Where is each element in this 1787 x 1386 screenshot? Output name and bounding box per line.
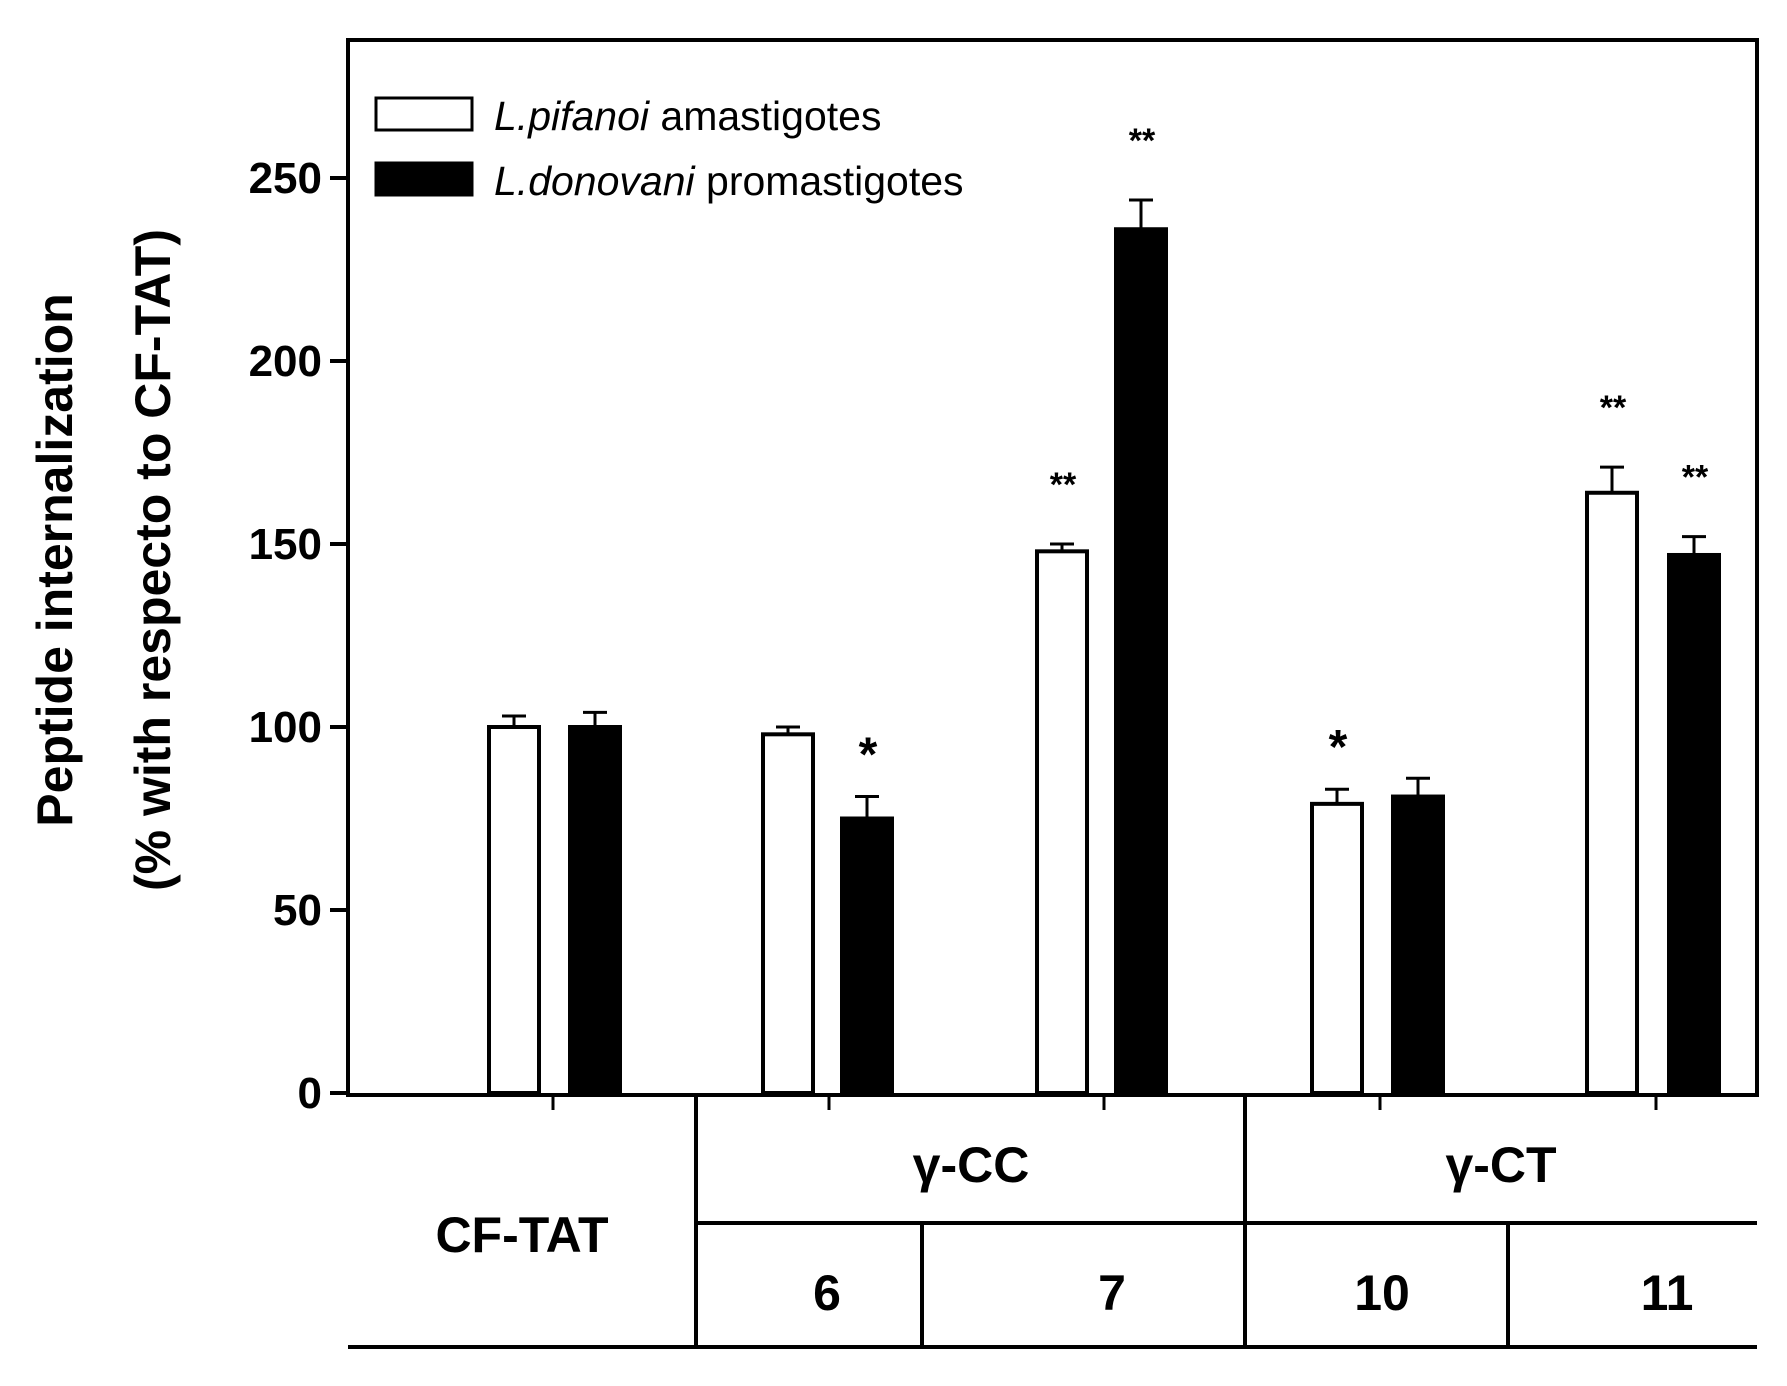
bar: [1114, 227, 1168, 1096]
category-label: 11: [1641, 1265, 1694, 1321]
significance-marker: **: [1682, 459, 1709, 497]
category-labels: CF-TAT γ-CC γ-CT 6 7 10 11: [435, 1137, 1693, 1321]
y-tick-label: 250: [249, 154, 322, 203]
y-tick-label: 100: [249, 703, 322, 752]
y-axis: 0 50 100 150 200 250: [249, 154, 348, 1118]
legend-label-black: L.donovani promastigotes: [494, 158, 964, 204]
category-group-label: γ-CT: [1445, 1137, 1556, 1193]
bar: [568, 725, 622, 1095]
bars: **********: [487, 122, 1721, 1096]
bar: [761, 732, 815, 1095]
bar: [1667, 552, 1721, 1095]
y-axis-subtitle: (% with respecto to CF-TAT): [125, 229, 181, 891]
y-tick-label: 50: [273, 886, 322, 935]
category-label: 7: [1098, 1265, 1126, 1321]
y-tick-label: 200: [249, 337, 322, 386]
significance-marker: **: [1600, 389, 1627, 427]
significance-marker: **: [1129, 122, 1156, 160]
category-label: 10: [1354, 1265, 1410, 1321]
y-tick-label: 150: [249, 520, 322, 569]
bar: [1035, 549, 1089, 1095]
category-table: [348, 1095, 1757, 1349]
category-group-label: γ-CC: [913, 1137, 1030, 1193]
bar: [840, 816, 894, 1095]
x-axis-ticks: [551, 1095, 1658, 1110]
bar: [487, 725, 541, 1095]
legend-swatch-white: [374, 96, 474, 132]
category-group-label: CF-TAT: [435, 1207, 608, 1263]
category-label: 6: [813, 1265, 841, 1321]
legend-swatch-black: [374, 161, 474, 197]
y-tick-label: 0: [298, 1069, 322, 1118]
bar: [1585, 490, 1639, 1095]
legend: L.pifanoi amastigotes L.donovani promast…: [374, 93, 964, 204]
significance-marker: *: [859, 729, 878, 782]
legend-label-white: L.pifanoi amastigotes: [494, 93, 881, 139]
bar: [1310, 801, 1364, 1095]
significance-marker: *: [1329, 721, 1348, 774]
y-axis-title: Peptide internalization: [27, 293, 83, 826]
bar: [1391, 794, 1445, 1095]
significance-marker: **: [1050, 466, 1077, 504]
